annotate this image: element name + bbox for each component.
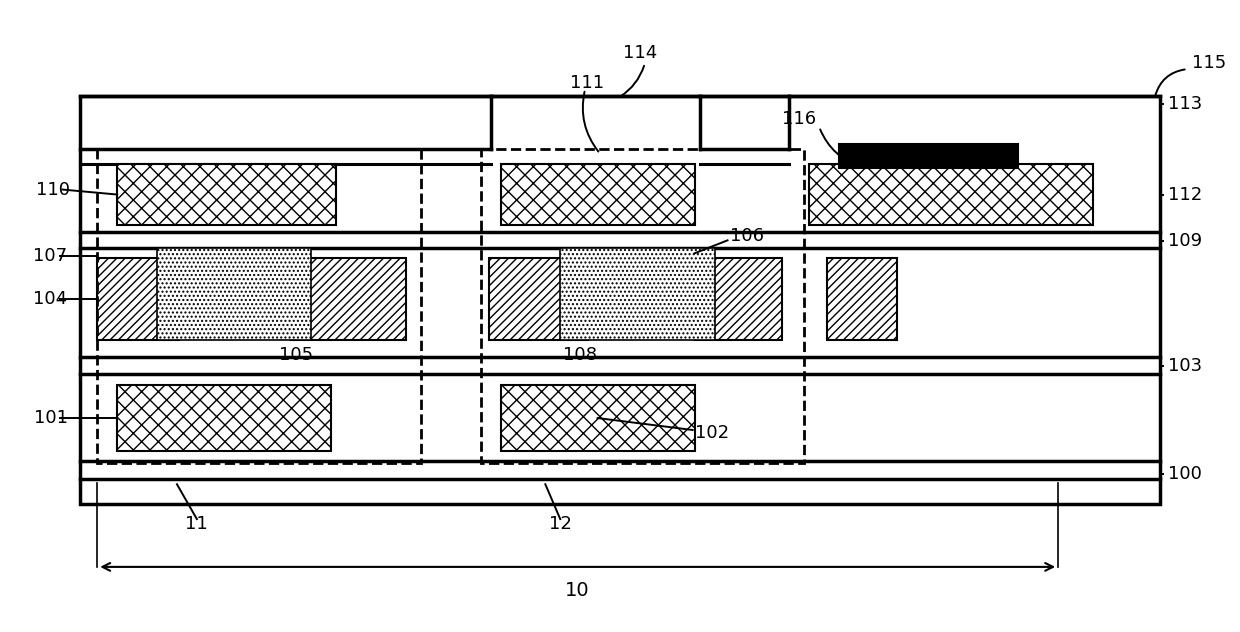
Text: 114: 114 <box>622 44 657 62</box>
Text: 105: 105 <box>279 346 314 364</box>
Bar <box>118 164 336 226</box>
Text: 103: 103 <box>1168 357 1202 375</box>
Text: 104: 104 <box>33 290 67 308</box>
Bar <box>827 258 897 340</box>
Bar <box>291 258 405 340</box>
Bar <box>501 385 694 451</box>
FancyArrowPatch shape <box>620 66 644 97</box>
Text: 11: 11 <box>186 515 208 533</box>
Text: 116: 116 <box>782 110 816 128</box>
Bar <box>694 258 782 340</box>
Bar <box>501 164 694 226</box>
Bar <box>481 149 805 463</box>
Text: 110: 110 <box>36 181 69 198</box>
Bar <box>81 96 1159 504</box>
Text: 115: 115 <box>1193 54 1226 72</box>
FancyArrowPatch shape <box>583 92 599 152</box>
Text: 102: 102 <box>694 424 729 442</box>
Text: 113: 113 <box>1168 95 1202 113</box>
Text: 12: 12 <box>549 515 572 533</box>
Text: 111: 111 <box>570 74 604 92</box>
Bar <box>97 149 420 463</box>
Text: 108: 108 <box>563 346 598 364</box>
Bar <box>157 248 311 340</box>
Text: 101: 101 <box>33 409 67 427</box>
Text: 107: 107 <box>33 247 67 265</box>
Bar <box>839 143 1018 167</box>
Text: 10: 10 <box>565 581 590 600</box>
Bar <box>810 164 1092 226</box>
FancyArrowPatch shape <box>1156 70 1184 95</box>
Bar <box>560 248 714 340</box>
Bar <box>118 385 331 451</box>
FancyArrowPatch shape <box>820 130 862 167</box>
Bar <box>489 258 588 340</box>
Text: 109: 109 <box>1168 233 1202 250</box>
Text: 100: 100 <box>1168 465 1202 483</box>
Text: 106: 106 <box>729 228 764 245</box>
Bar <box>97 258 179 340</box>
Text: 112: 112 <box>1168 186 1202 204</box>
